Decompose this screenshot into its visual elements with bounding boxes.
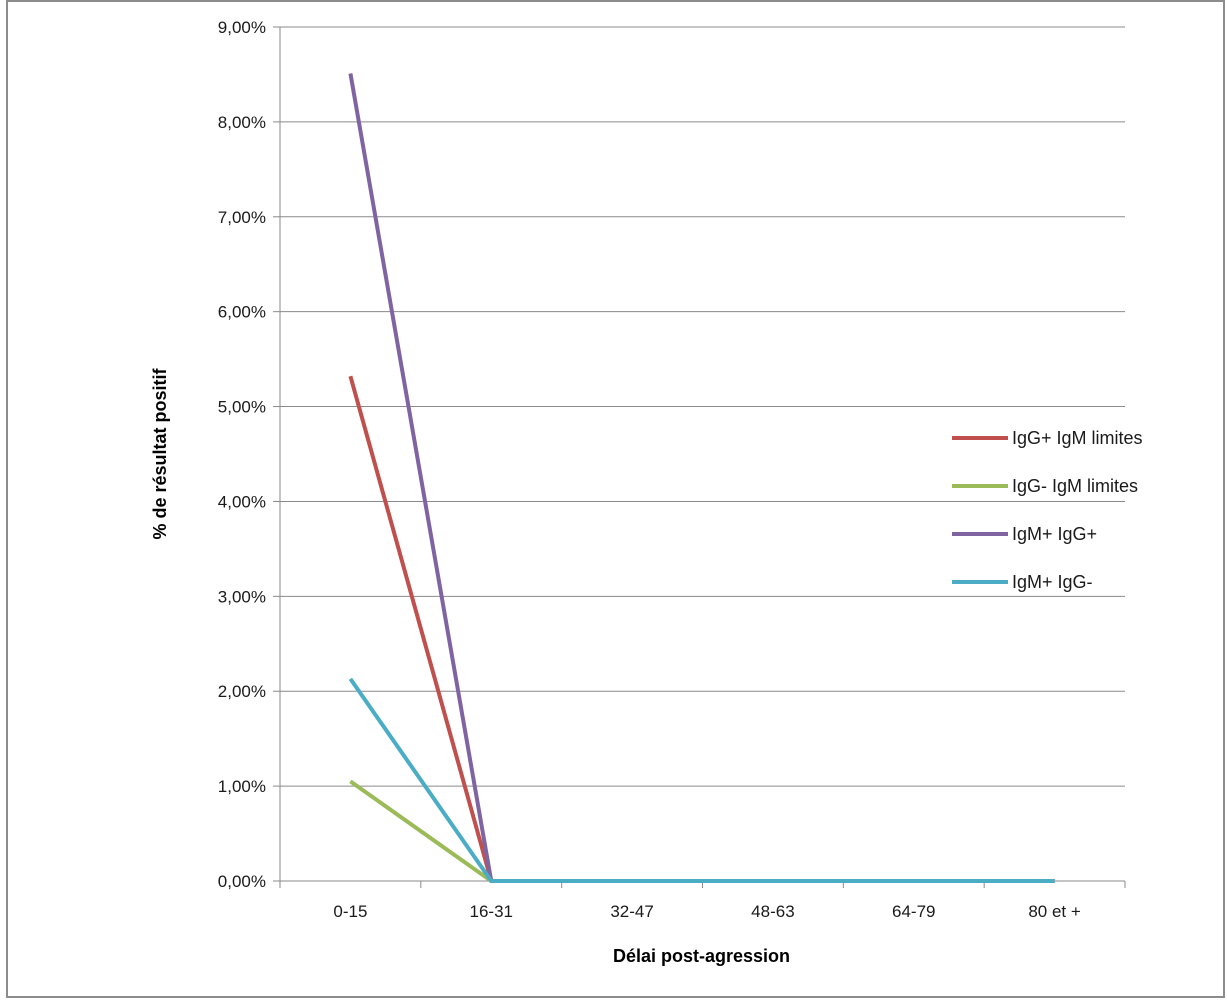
- chart-frame: [6, 0, 1225, 998]
- x-tick-label: 0-15: [333, 902, 367, 921]
- y-tick-label: 2,00%: [218, 682, 266, 701]
- y-tick-label: 8,00%: [218, 113, 266, 132]
- y-tick-label: 3,00%: [218, 587, 266, 606]
- x-tick-label: 80 et +: [1028, 902, 1081, 921]
- legend-label: IgG+ IgM limites: [1012, 428, 1143, 448]
- y-axis-title: % de résultat positif: [150, 367, 170, 539]
- legend: IgG+ IgM limites IgG- IgM limites IgM+ IgG…: [952, 428, 1143, 592]
- y-tick-label: 4,00%: [218, 492, 266, 511]
- x-tick-label: 32-47: [610, 902, 653, 921]
- y-tick-label: 9,00%: [218, 18, 266, 37]
- x-axis-title: Délai post-agression: [613, 946, 790, 966]
- y-tick-label: 7,00%: [218, 208, 266, 227]
- y-tick-label: 1,00%: [218, 777, 266, 796]
- y-tick-labels: 0,00% 1,00% 2,00% 3,00% 4,00% 5,00% 6,00% 7,00%…: [218, 18, 266, 891]
- x-tick-label: 48-63: [751, 902, 794, 921]
- legend-label: IgM+ IgG-: [1012, 572, 1093, 592]
- legend-label: IgM+ IgG+: [1012, 524, 1097, 544]
- series-lines: [348, 73, 1055, 883]
- x-tick-label: 64-79: [892, 902, 935, 921]
- x-tick-label: 16-31: [470, 902, 513, 921]
- series-line: [348, 677, 1055, 883]
- y-tick-label: 0,00%: [218, 872, 266, 891]
- legend-label: IgG- IgM limites: [1012, 476, 1138, 496]
- y-tick-label: 6,00%: [218, 303, 266, 322]
- series-line: [348, 375, 1055, 883]
- y-tick-label: 5,00%: [218, 398, 266, 417]
- x-tick-labels: 0-15 16-31 32-47 48-63 64-79 80 et +: [333, 902, 1080, 921]
